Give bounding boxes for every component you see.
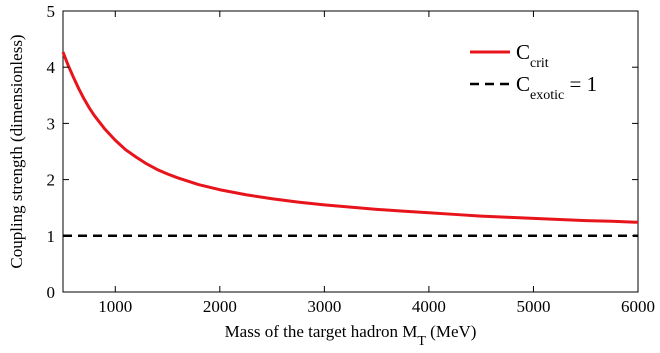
y-tick-label: 2 xyxy=(47,171,56,190)
series-line-crit xyxy=(61,51,639,224)
legend-entry-exotic-main: C xyxy=(516,72,530,96)
series-group xyxy=(61,51,639,238)
x-tick-label: 3000 xyxy=(307,297,341,316)
x-axis-label-sub: T xyxy=(417,334,426,349)
legend-entry-exotic-sub: exotic xyxy=(530,88,564,103)
y-tick-label: 0 xyxy=(47,283,56,302)
x-axis-label-main: Mass of the target hadron M xyxy=(225,322,418,341)
legend-entry-exotic-suffix: = 1 xyxy=(564,72,597,96)
y-tick-label: 5 xyxy=(47,2,56,21)
legend-entry-exotic: Cexotic = 1 xyxy=(516,72,597,103)
x-tick-label: 6000 xyxy=(621,297,655,316)
legend-entry-crit-sub: crit xyxy=(530,56,549,71)
x-axis-label: Mass of the target hadron MT (MeV) xyxy=(225,322,477,349)
x-tick-label: 2000 xyxy=(203,297,237,316)
plot-border xyxy=(62,10,639,293)
y-tick-label: 3 xyxy=(47,114,56,133)
y-axis-label: Coupling strength (dimensionless) xyxy=(7,34,26,268)
x-axis-label-unit: (MeV) xyxy=(426,322,477,341)
y-tick-label: 1 xyxy=(47,227,56,246)
x-tick-label: 4000 xyxy=(412,297,446,316)
plot-frame xyxy=(62,10,639,293)
x-tick-label: 5000 xyxy=(516,297,550,316)
legend: Ccrit Cexotic = 1 xyxy=(470,40,597,103)
tick-labels-group: 1000 2000 3000 4000 5000 6000 0 1 2 3 4 5 xyxy=(47,2,656,316)
y-tick-label: 4 xyxy=(47,58,56,77)
legend-entry-crit-main: C xyxy=(516,40,530,64)
x-tick-label: 1000 xyxy=(98,297,132,316)
legend-entry-crit: Ccrit xyxy=(516,40,549,71)
ticks-group xyxy=(63,10,639,293)
